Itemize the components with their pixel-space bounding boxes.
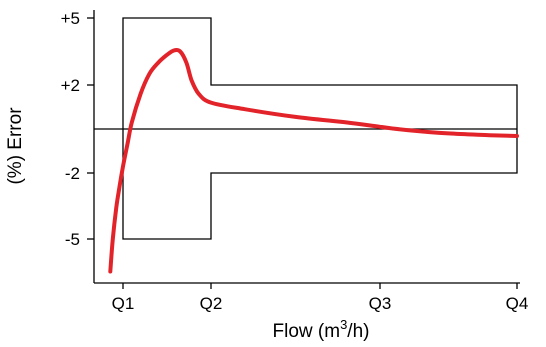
x-ticks: Q1 Q2 Q3 Q4 — [112, 283, 529, 313]
axes — [93, 10, 520, 284]
x-tick-label: Q2 — [200, 294, 223, 313]
y-tick-label: +2 — [61, 76, 80, 95]
x-tick-label: Q4 — [506, 294, 529, 313]
x-axis-title-superscript: 3 — [340, 317, 347, 332]
y-ticks: +5 +2 -2 -5 — [61, 9, 94, 249]
x-tick-label: Q3 — [369, 294, 392, 313]
x-axis-title-end: /h) — [347, 321, 369, 342]
y-tick-label: +5 — [61, 9, 80, 28]
error-limit-envelope — [122, 17, 518, 240]
error-curve-series — [108, 47, 519, 274]
y-tick-label: -2 — [65, 164, 80, 183]
x-tick-label: Q1 — [112, 294, 135, 313]
y-tick-label: -5 — [65, 230, 80, 249]
x-axis-title-main: Flow (m — [273, 321, 341, 342]
limit-envelope-outline — [122, 17, 518, 240]
x-axis-title: Flow (m3/h) — [273, 317, 370, 342]
y-axis-title: (%) Error — [5, 107, 26, 185]
